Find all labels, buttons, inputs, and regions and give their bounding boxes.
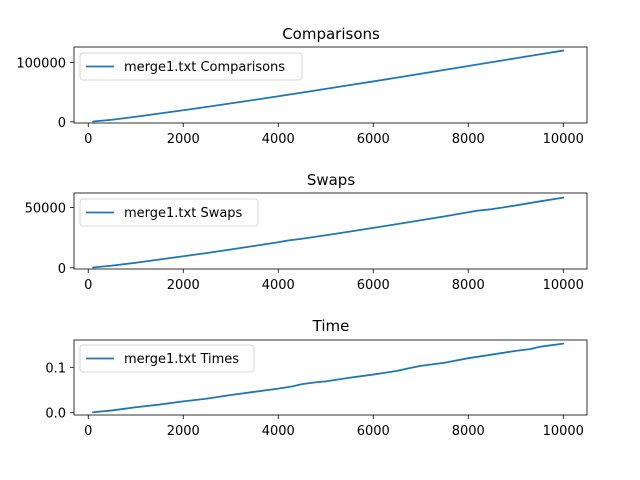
x-tick-label: 8000 [452, 278, 485, 293]
y-tick-label: 100000 [16, 56, 66, 71]
chart-title: Swaps [307, 171, 356, 189]
x-tick-label: 10000 [543, 424, 584, 439]
y-tick-label: 0 [58, 262, 66, 277]
x-tick-label: 8000 [452, 424, 485, 439]
plot-frame [73, 46, 588, 124]
x-tick-label: 2000 [167, 132, 200, 147]
series-line [92, 196, 565, 269]
x-tick-label: 6000 [357, 424, 390, 439]
y-tick-label: 50000 [25, 201, 66, 216]
x-tick-label: 6000 [357, 278, 390, 293]
x-tick-label: 0 [84, 424, 92, 439]
x-tick-label: 4000 [262, 132, 295, 147]
x-tick-label: 2000 [167, 278, 200, 293]
y-tick-label: 0.0 [45, 407, 66, 422]
legend: merge1.txt Times [79, 344, 255, 373]
y-tick-label: 0.1 [45, 361, 66, 376]
legend-label: merge1.txt Times [124, 352, 239, 367]
legend: merge1.txt Comparisons [79, 52, 303, 81]
series-line [92, 342, 565, 414]
y-tick-label: 0 [58, 116, 66, 131]
x-tick-label: 0 [84, 278, 92, 293]
chart-title: Comparisons [282, 25, 380, 43]
subplot-swaps: Swaps 0 2000 4000 6000 8000 10000 0 50000 merge… [25, 171, 588, 293]
plot-frame [73, 192, 588, 270]
chart-title: Time [312, 317, 350, 335]
x-tick-label: 2000 [167, 424, 200, 439]
legend-label: merge1.txt Swaps [124, 206, 243, 221]
legend-box [79, 344, 255, 373]
x-tick-label: 0 [84, 132, 92, 147]
x-tick-label: 4000 [262, 278, 295, 293]
plot-frame [73, 339, 588, 416]
x-tick-label: 6000 [357, 132, 390, 147]
x-tick-label: 4000 [262, 424, 295, 439]
subplot-time: Time 0 2000 4000 6000 8000 10000 0.0 0.1 merge1… [45, 317, 588, 439]
legend-box [79, 52, 303, 81]
legend-box [79, 198, 259, 227]
x-tick-label: 10000 [543, 278, 584, 293]
x-tick-label: 8000 [452, 132, 485, 147]
legend-label: merge1.txt Comparisons [124, 60, 285, 75]
subplot-comparisons: Comparisons 0 2000 4000 6000 8000 10000010000… [16, 25, 588, 147]
x-tick-label: 10000 [543, 132, 584, 147]
legend: merge1.txt Swaps [79, 198, 259, 227]
series-line [92, 49, 565, 123]
